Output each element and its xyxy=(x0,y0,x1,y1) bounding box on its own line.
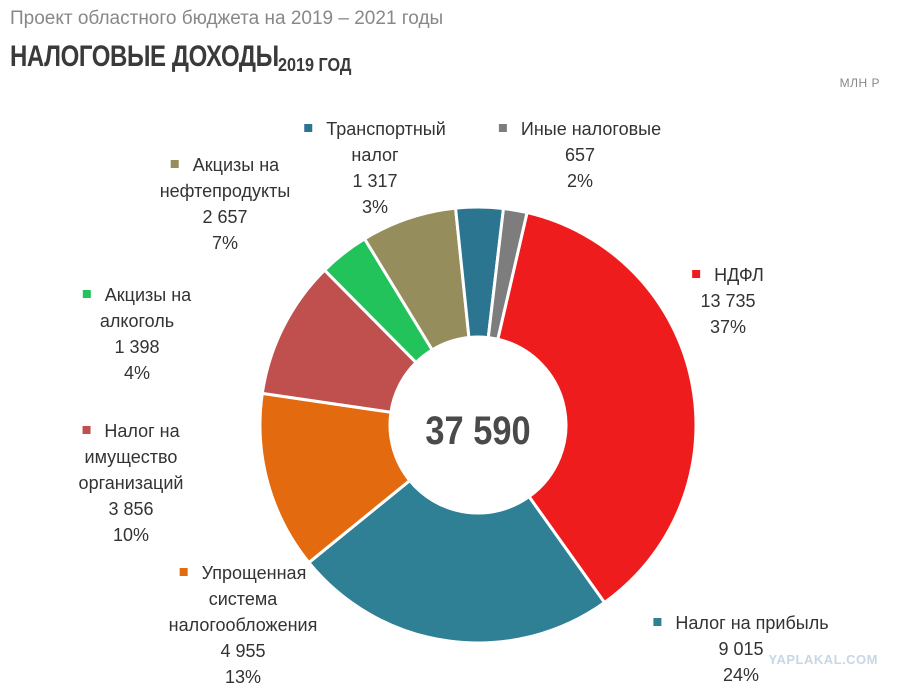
legend-swatch xyxy=(82,290,91,299)
slice-label-6: Транспортный налог 1 317 3% xyxy=(304,116,446,220)
donut-slice-7 xyxy=(486,206,529,342)
page-title: НАЛОГОВЫЕ ДОХОДЫ xyxy=(10,40,279,73)
slice-name-text: Налог на прибыль xyxy=(675,613,829,633)
slice-label-name: Упрощенная xyxy=(169,560,318,586)
slice-percent: 3% xyxy=(361,197,388,217)
slice-label-name: организаций xyxy=(79,470,184,496)
slice-label-name: Акцизы на xyxy=(160,152,291,178)
slice-value: 9 015 xyxy=(718,639,764,659)
slice-name-text: Иные налоговые xyxy=(520,119,662,139)
slice-name-text: налог xyxy=(351,145,399,165)
unit-label: МЛН Р xyxy=(839,76,880,90)
slice-label-3: Налог на имущество организаций 3 856 10% xyxy=(79,418,184,548)
slice-percent: 2% xyxy=(566,171,593,191)
slice-name-text: алкоголь xyxy=(99,311,175,331)
slice-label-5: Акцизы на нефтепродукты 2 657 7% xyxy=(160,152,291,256)
legend-swatch xyxy=(170,160,179,169)
slice-name-text: имущество xyxy=(84,447,178,467)
slice-percent: 37% xyxy=(709,317,747,337)
slice-label-0: НДФЛ 13 735 37% xyxy=(692,262,764,340)
slice-value: 3 856 xyxy=(108,499,154,519)
chart-year: 2019 ГОД xyxy=(278,55,352,75)
slice-label-2: Упрощенная система налогообложения 4 955 13% xyxy=(169,560,318,690)
donut-slice-2 xyxy=(258,391,412,565)
slice-name-text: система xyxy=(208,589,278,609)
slice-value: 2 657 xyxy=(202,207,248,227)
legend-swatch xyxy=(82,426,91,435)
slice-value: 657 xyxy=(564,145,596,165)
slice-label-1: Налог на прибыль 9 015 24% xyxy=(653,610,829,688)
slice-label-name: Налог на прибыль xyxy=(653,610,829,636)
donut-slice-1 xyxy=(306,478,607,645)
legend-swatch xyxy=(498,124,507,133)
donut-slices xyxy=(258,205,698,645)
slice-value: 1 398 xyxy=(114,337,160,357)
page-subtitle: Проект областного бюджета на 2019 – 2021… xyxy=(10,8,444,29)
slice-label-name: налог xyxy=(304,142,446,168)
slice-name-text: нефтепродукты xyxy=(159,181,291,201)
watermark: YAPLAKAL.COM xyxy=(768,652,878,667)
legend-swatch xyxy=(692,270,701,279)
legend-swatch xyxy=(304,124,313,133)
title-row: НАЛОГОВЫЕ ДОХОДЫ xyxy=(10,40,346,74)
slice-label-name: нефтепродукты xyxy=(160,178,291,204)
slice-name-text: организаций xyxy=(78,473,184,493)
slice-label-name: налогообложения xyxy=(169,612,318,638)
slice-name-text: налогообложения xyxy=(168,615,318,635)
legend-swatch xyxy=(653,618,662,627)
donut-total: 37 590 xyxy=(425,408,530,453)
slice-percent: 7% xyxy=(211,233,238,253)
slice-label-7: Иные налоговые 657 2% xyxy=(498,116,662,194)
slice-value: 1 317 xyxy=(352,171,398,191)
slice-value: 13 735 xyxy=(700,291,756,311)
slice-label-4: Акцизы на алкоголь 1 398 4% xyxy=(82,282,192,386)
slice-label-name: система xyxy=(169,586,318,612)
slice-label-name: НДФЛ xyxy=(692,262,764,288)
slice-label-name: имущество xyxy=(79,444,184,470)
slice-percent: 4% xyxy=(123,363,151,383)
slice-name-text: Упрощенная xyxy=(201,563,307,583)
legend-swatch xyxy=(179,568,188,577)
slice-name-text: Транспортный xyxy=(326,119,446,139)
slice-name-text: НДФЛ xyxy=(714,265,764,285)
slice-label-name: Акцизы на xyxy=(82,282,192,308)
slice-name-text: Акцизы на xyxy=(192,155,280,175)
slice-label-name: алкоголь xyxy=(83,308,191,334)
slice-label-name: Налог на xyxy=(79,418,184,444)
slice-percent: 10% xyxy=(112,525,150,545)
slice-percent: 13% xyxy=(224,667,262,687)
slice-label-name: Транспортный xyxy=(304,116,446,142)
slice-value: 4 955 xyxy=(220,641,266,661)
slice-name-text: Акцизы на xyxy=(104,285,192,305)
slice-label-name: Иные налоговые xyxy=(498,116,662,142)
donut-slice-0 xyxy=(495,210,698,605)
slice-name-text: Налог на xyxy=(104,421,180,441)
slice-percent: 24% xyxy=(722,665,760,685)
